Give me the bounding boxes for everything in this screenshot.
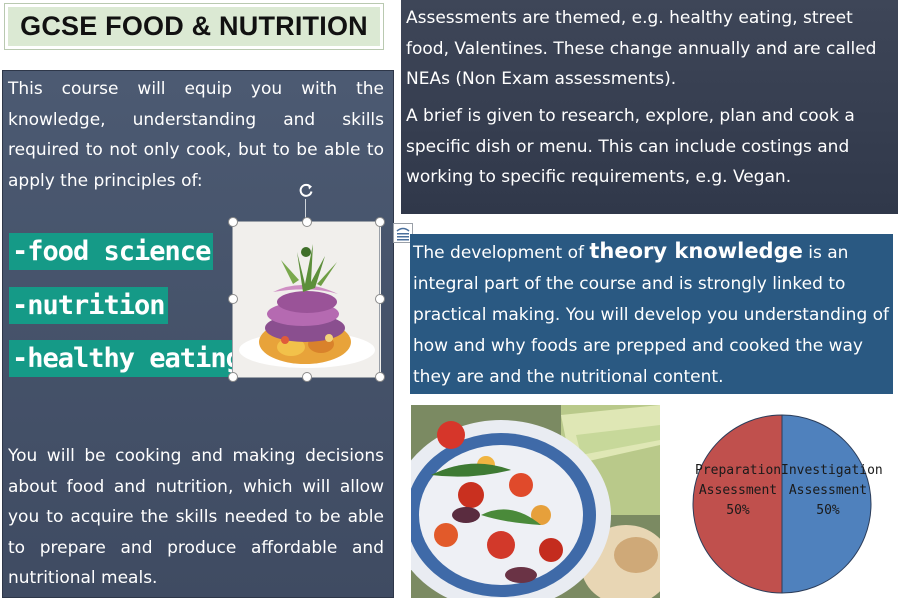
pie-chart-svg (692, 414, 872, 594)
course-closing-text: You will be cooking and making decisions… (8, 446, 384, 588)
theory-panel (410, 234, 893, 394)
pie-label-investigation-pct: 50% (816, 503, 840, 518)
resize-handle[interactable] (302, 372, 312, 382)
layout-options-icon[interactable] (393, 223, 413, 243)
keyword-healthy-eating: -healthy eating (9, 340, 244, 377)
pie-label-preparation-pct: 50% (726, 503, 750, 518)
resize-handle[interactable] (228, 294, 238, 304)
pie-label-investigation-line1: Investigation (781, 463, 883, 478)
pie-label-investigation-line2: Assessment (788, 483, 868, 498)
pie-label-preparation-line2: Assessment (698, 483, 778, 498)
resize-handle[interactable] (302, 217, 312, 227)
course-intro-text: This course will equip you with the know… (8, 79, 384, 191)
resize-handle[interactable] (375, 217, 385, 227)
pie-slice-preparation (692, 414, 783, 594)
resize-handle[interactable] (228, 372, 238, 382)
assessments-paragraph-2: A brief is given to research, explore, p… (406, 106, 855, 187)
pie-slice-investigation (781, 414, 872, 594)
assessments-panel (401, 0, 898, 214)
resize-handle[interactable] (228, 217, 238, 227)
pie-label-investigation: Investigation Assessment 50% (781, 461, 883, 521)
assessment-pie-chart: Preparation Assessment 50% Investigation… (692, 404, 886, 604)
assessments-paragraph-1: Assessments are themed, e.g. healthy eat… (406, 8, 877, 89)
rotate-handle-icon[interactable] (297, 181, 315, 199)
rotate-connector (305, 199, 306, 221)
resize-handle[interactable] (375, 294, 385, 304)
theory-highlight: theory knowledge (589, 239, 803, 263)
theory-text-after: is an integral part of the course and is… (413, 243, 890, 387)
pie-label-preparation-line1: Preparation (695, 463, 782, 478)
image-selection-frame (228, 217, 385, 382)
pie-label-preparation: Preparation Assessment 50% (695, 461, 781, 521)
page-title: GCSE FOOD & NUTRITION (20, 11, 368, 41)
page-title-box: GCSE FOOD & NUTRITION (4, 3, 384, 50)
resize-handle[interactable] (375, 372, 385, 382)
keyword-nutrition: -nutrition (9, 287, 168, 324)
vegetable-platter-photo[interactable] (411, 405, 660, 598)
theory-text-before: The development of (413, 243, 590, 263)
dish-photo[interactable] (233, 222, 381, 378)
theory-text: The development of theory knowledge is a… (413, 236, 891, 393)
keyword-food-science: -food science (9, 233, 214, 270)
